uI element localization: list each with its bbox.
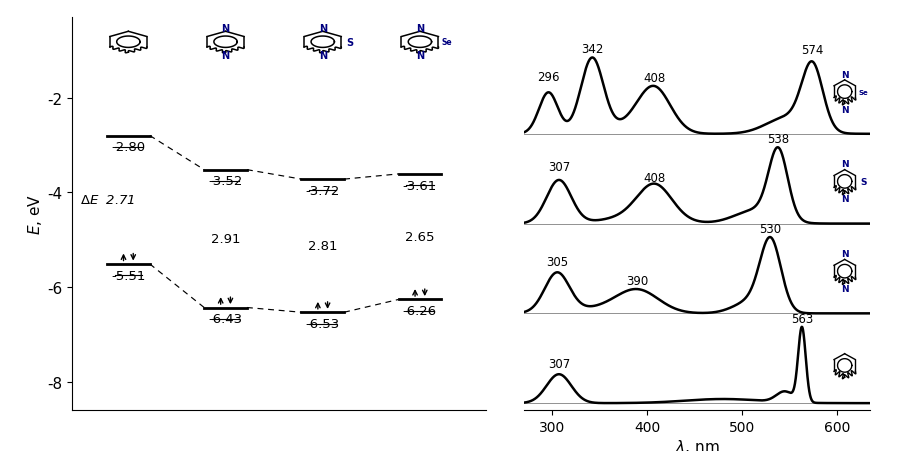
Text: 408: 408: [644, 72, 666, 85]
Text: -3.52: -3.52: [209, 175, 243, 188]
Text: 296: 296: [537, 70, 560, 83]
Text: 390: 390: [626, 275, 649, 288]
Text: 342: 342: [581, 43, 603, 55]
Text: 2.65: 2.65: [405, 230, 435, 244]
Text: 2.81: 2.81: [308, 239, 338, 253]
Text: 2.91: 2.91: [211, 233, 240, 245]
X-axis label: $\lambda$, nm: $\lambda$, nm: [675, 437, 719, 451]
Text: -3.61: -3.61: [403, 179, 437, 192]
Text: N: N: [841, 195, 849, 204]
Text: 574: 574: [801, 44, 824, 56]
Text: 563: 563: [791, 313, 813, 325]
Text: N: N: [841, 285, 849, 294]
Text: 307: 307: [548, 161, 570, 174]
Text: 307: 307: [548, 357, 570, 370]
Text: N: N: [841, 249, 849, 258]
Text: -5.51: -5.51: [112, 269, 146, 282]
Text: N: N: [841, 70, 849, 79]
Text: -6.26: -6.26: [403, 304, 437, 318]
Text: $\Delta E$  2.71: $\Delta E$ 2.71: [80, 194, 135, 207]
Text: -2.80: -2.80: [112, 141, 146, 154]
Text: -6.53: -6.53: [306, 318, 340, 330]
Text: N: N: [841, 160, 849, 169]
Y-axis label: $E$, eV: $E$, eV: [26, 194, 44, 235]
Text: 305: 305: [546, 256, 568, 269]
Text: N: N: [416, 24, 424, 34]
Text: N: N: [319, 51, 327, 61]
Text: -6.43: -6.43: [209, 313, 243, 326]
Text: N: N: [221, 51, 230, 61]
Text: S: S: [346, 37, 354, 48]
Text: 538: 538: [767, 133, 789, 146]
Text: Se: Se: [859, 89, 868, 96]
Text: N: N: [841, 106, 849, 115]
Text: N: N: [221, 24, 230, 34]
Text: Se: Se: [442, 38, 453, 47]
Text: -3.72: -3.72: [305, 184, 340, 198]
Text: S: S: [860, 178, 867, 186]
Text: 530: 530: [760, 223, 782, 236]
Text: N: N: [416, 51, 424, 61]
Text: N: N: [319, 24, 327, 34]
Text: 408: 408: [644, 172, 666, 184]
